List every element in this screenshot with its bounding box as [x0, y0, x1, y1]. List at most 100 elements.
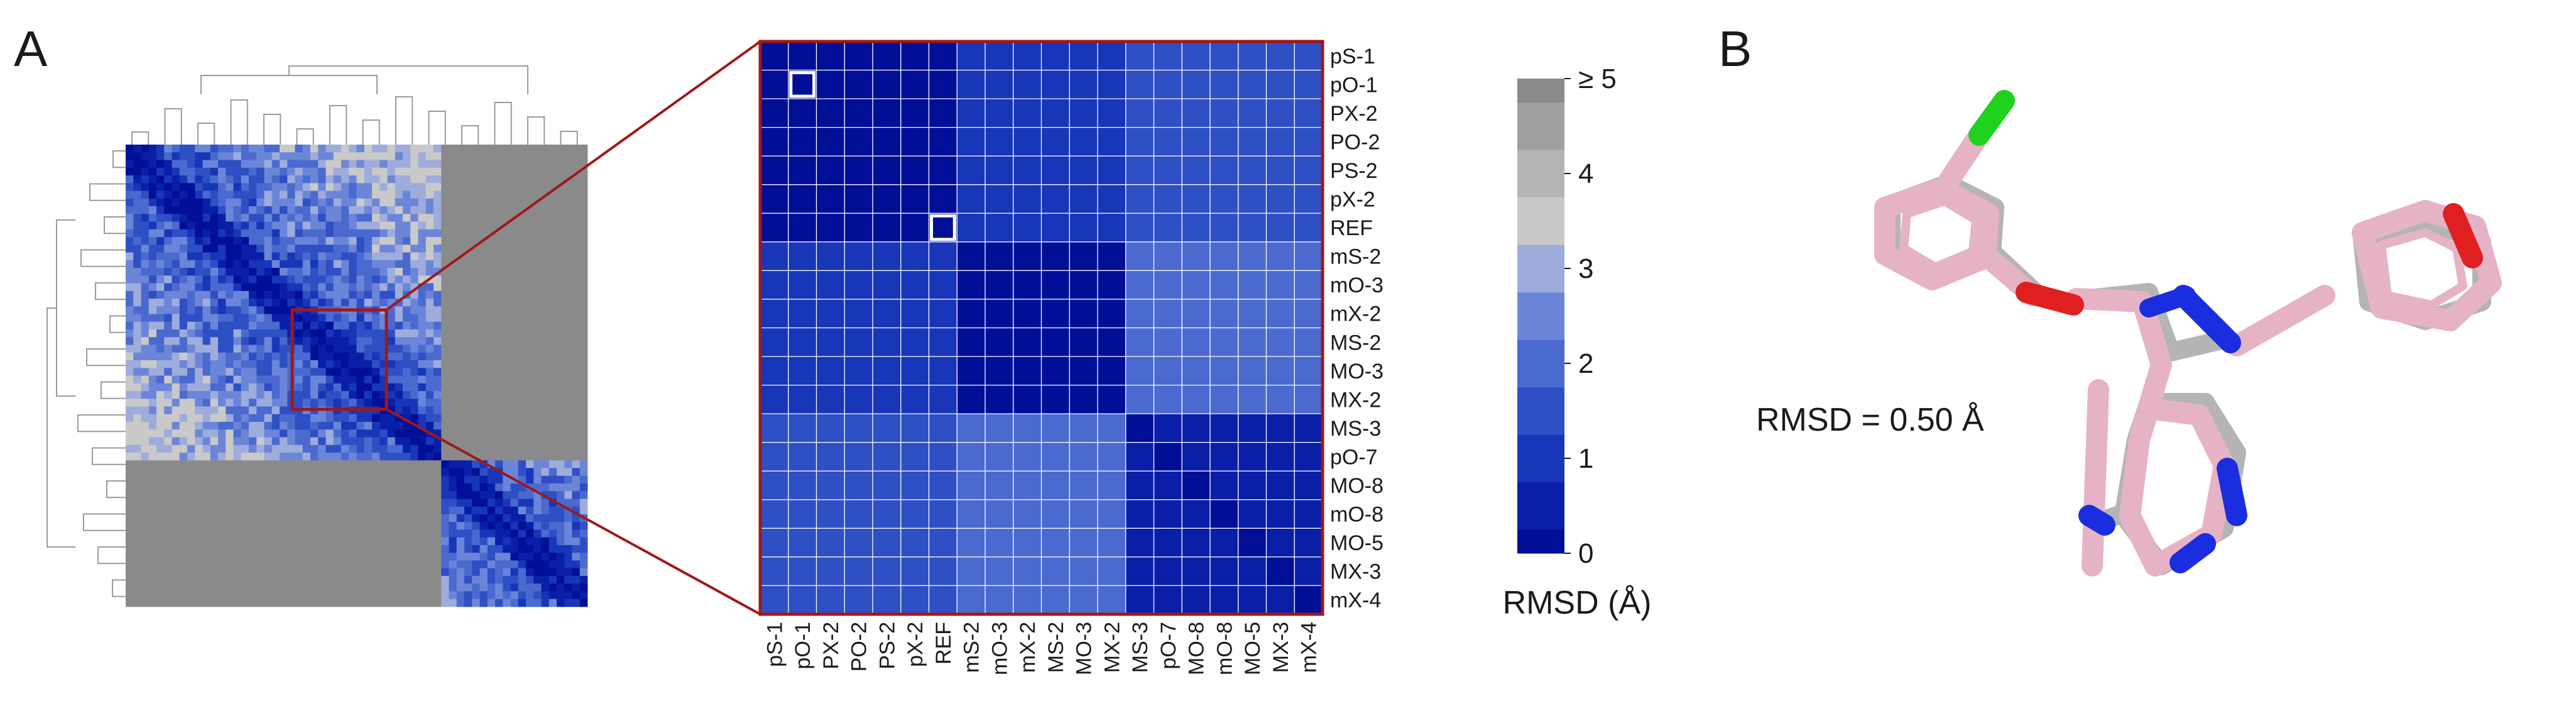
overview-cell — [510, 383, 519, 392]
overview-cell — [418, 221, 427, 230]
overview-cell — [472, 283, 480, 292]
overview-cell — [533, 475, 542, 484]
overview-cell — [464, 337, 472, 345]
overview-cell — [510, 444, 519, 453]
overview-cell — [318, 321, 326, 330]
overview-cell — [479, 190, 488, 199]
overview-cell — [510, 553, 519, 561]
overview-cell — [572, 399, 581, 407]
overview-cell — [179, 391, 188, 399]
overview-cell — [572, 290, 581, 299]
overview-cell — [179, 290, 188, 299]
heatmap-cell — [956, 41, 986, 71]
overview-cell — [526, 545, 534, 553]
overview-cell — [387, 553, 396, 561]
overview-cell — [310, 414, 319, 422]
heatmap-cell — [1153, 213, 1182, 243]
overview-cell — [464, 583, 472, 592]
overview-cell — [487, 583, 496, 592]
heatmap-cell — [1265, 184, 1295, 214]
overview-cell — [379, 599, 388, 607]
overview-cell — [141, 444, 150, 453]
overview-cell — [410, 345, 418, 353]
overview-cell — [172, 321, 180, 330]
overview-cell — [249, 245, 257, 253]
overview-cell — [318, 245, 326, 253]
overview-cell — [256, 306, 265, 314]
col-label: mO-3 — [988, 622, 1012, 675]
overview-cell — [434, 352, 442, 361]
overview-cell — [533, 152, 542, 160]
overview-cell — [372, 160, 380, 168]
heatmap-cell — [1181, 470, 1211, 500]
overview-cell — [418, 337, 427, 345]
overview-cell — [333, 537, 342, 546]
overview-cell — [341, 314, 349, 323]
overview-cell — [287, 221, 295, 230]
overview-cell — [572, 522, 581, 530]
overview-cell — [526, 576, 534, 584]
overview-cell — [172, 375, 180, 384]
heatmap-cell — [1125, 556, 1155, 587]
overview-cell — [356, 245, 365, 253]
overview-cell — [572, 375, 581, 384]
overview-cell — [495, 283, 503, 292]
heatmap-cell — [1153, 327, 1182, 357]
overview-cell — [503, 568, 511, 577]
overview-cell — [133, 399, 141, 407]
overview-cell — [425, 522, 434, 530]
overview-cell — [472, 345, 480, 353]
heatmap-cell — [1294, 327, 1323, 357]
overview-cell — [395, 599, 403, 607]
overview-cell — [310, 491, 319, 499]
colorbar-band — [1517, 339, 1564, 364]
overview-cell — [579, 321, 588, 330]
overview-cell — [356, 268, 365, 276]
overview-cell — [249, 545, 257, 553]
overview-cell — [195, 591, 203, 600]
overview-cell — [310, 321, 319, 330]
overview-cell — [418, 491, 427, 499]
overview-cell — [164, 360, 172, 368]
overview-cell — [441, 506, 449, 515]
overview-cell — [434, 422, 442, 430]
overview-cell — [233, 599, 242, 607]
overview-cell — [241, 337, 249, 345]
overview-cell — [341, 583, 349, 592]
overview-cell — [341, 175, 349, 184]
overview-cell — [533, 537, 542, 546]
overview-cell — [533, 399, 542, 407]
overview-cell — [479, 221, 488, 230]
overview-cell — [533, 160, 542, 168]
overview-cell — [195, 175, 203, 184]
overview-cell — [379, 422, 388, 430]
overview-cell — [341, 537, 349, 546]
overview-cell — [233, 329, 242, 338]
overview-cell — [464, 360, 472, 368]
overview-cell — [333, 260, 342, 268]
overview-cell — [202, 453, 211, 461]
overview-cell — [495, 160, 503, 168]
overview-cell — [264, 221, 273, 230]
overview-cell — [241, 506, 249, 515]
overview-cell — [126, 522, 134, 530]
overview-cell — [264, 429, 273, 438]
overview-cell — [202, 198, 211, 207]
overview-cell — [295, 475, 303, 484]
overview-cell — [572, 422, 581, 430]
overview-cell — [449, 514, 457, 522]
overview-cell — [264, 599, 273, 607]
overview-cell — [241, 429, 249, 438]
row-label: pX-2 — [1330, 188, 1375, 212]
overview-cell — [410, 268, 418, 276]
overview-cell — [364, 237, 373, 245]
overview-cell — [226, 252, 234, 261]
overview-cell — [302, 329, 311, 338]
overview-cell — [403, 167, 411, 176]
heatmap-cell — [872, 270, 902, 300]
overview-cell — [126, 460, 134, 468]
overview-cell — [233, 576, 242, 584]
overview-cell — [325, 429, 334, 438]
overview-cell — [133, 229, 141, 238]
overview-cell — [302, 198, 311, 207]
